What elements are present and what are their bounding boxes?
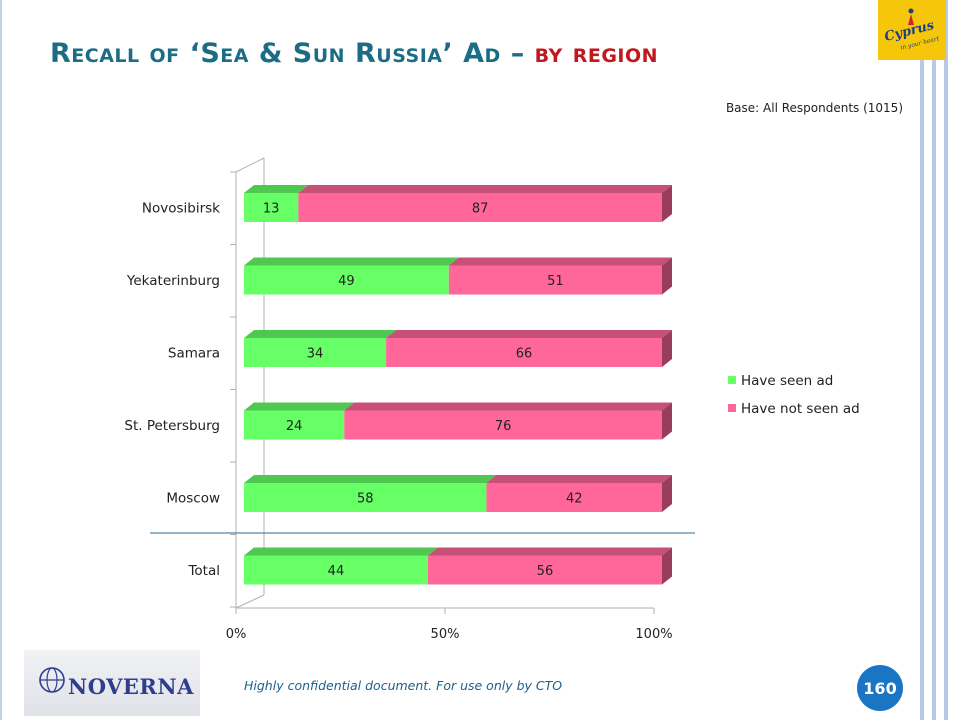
noverna-logo: NOVERNA [24,650,200,716]
bar-segment [427,555,662,585]
data-label: 42 [566,492,583,507]
category-label: St. Petersburg [124,418,220,434]
bar-top-face [298,185,672,193]
data-label: 51 [547,274,564,289]
slide-title-suffix: by region [534,38,659,69]
bar-top-face [244,547,438,556]
base-note: Base: All Respondents (1015) [725,101,903,115]
cyprus-logo: Cyprus in your heart [878,0,946,60]
bar-segment [244,483,487,512]
bar-top-face [386,330,672,338]
slide-title: Recall of ‘Sea & Sun Russia’ Ad – by reg… [50,38,658,69]
data-label: 58 [357,492,374,507]
category-label: Samara [168,346,220,362]
bar-segment [244,555,428,585]
floor-depth-line [235,594,265,609]
data-label: 44 [328,564,345,579]
bar-segment [386,338,662,367]
left-border [0,0,2,720]
chart-axes [150,157,695,614]
bar-side-face [662,475,672,512]
legend-label: Have not seen ad [741,401,860,417]
category-label: Moscow [166,491,220,507]
chart-bars: 13 87 49 51 34 66 24 76 58 42 44 56 [244,185,672,585]
data-label: 56 [537,564,554,579]
bar-top-face [244,475,497,483]
bar-segment [486,483,662,512]
x-tick-label: 0% [226,627,247,642]
bar-segment [298,193,662,222]
slide-title-main: Recall of ‘Sea & Sun Russia’ Ad – [50,38,525,69]
noverna-logo-text: NOVERNA [68,674,194,699]
category-label: Total [187,563,220,579]
legend-label: Have seen ad [741,373,833,389]
legend-swatch [728,404,736,412]
x-tick-label: 50% [431,627,460,642]
data-label: 49 [338,274,355,289]
y-axis-depth-line [235,157,265,173]
bar-top-face [244,185,309,193]
bar-segment [344,410,662,440]
bar-segment [244,193,299,222]
bar-side-face [662,402,672,440]
category-label: Novosibirsk [142,201,220,217]
bar-top-face [427,547,672,556]
right-border-1 [920,0,924,720]
data-label: 66 [516,347,533,362]
cyprus-figure-icon [908,8,914,25]
bar-side-face [662,185,672,222]
bar-segment [244,338,387,367]
page-number-badge: 160 [857,665,903,711]
category-label: Yekaterinburg [126,273,220,289]
bar-top-face [344,402,672,411]
bar-top-face [486,475,672,483]
x-tick-label: 100% [635,627,672,642]
right-border-3 [944,0,948,720]
data-label: 87 [472,202,489,217]
bar-top-face [244,402,355,411]
data-label: 24 [286,419,303,434]
bar-segment [244,265,449,295]
x-tick-labels: 0% 50% 100% [226,627,673,642]
bar-top-face [244,257,459,266]
bar-side-face [662,330,672,367]
footer-note: Highly confidential document. For use on… [244,678,563,693]
legend-swatch [728,376,736,384]
bar-side-face [662,547,672,585]
data-label: 13 [263,202,280,217]
data-label: 34 [307,347,324,362]
chart-legend: Have seen ad Have not seen ad [728,373,860,417]
data-label: 76 [495,419,512,434]
bar-segment [448,265,662,295]
bar-top-face [448,257,672,266]
bar-segment [244,410,345,440]
bar-top-face [244,330,397,338]
right-border-2 [932,0,936,720]
category-labels: Novosibirsk Yekaterinburg Samara St. Peters… [124,201,220,580]
bar-side-face [662,257,672,295]
globe-icon [39,667,65,693]
